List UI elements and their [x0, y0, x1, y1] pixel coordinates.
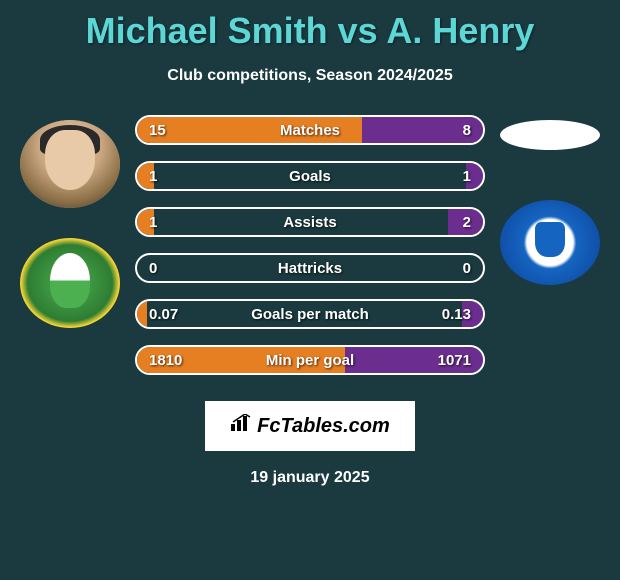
player-right-club-badge — [500, 200, 600, 285]
stats-column: 15 8 Matches 1 1 Goals 1 2 Assists 0 0 Hattricks 0.0… — [130, 115, 490, 391]
stat-value-left: 15 — [149, 122, 166, 139]
stat-label: Goals — [289, 168, 331, 185]
chart-icon — [230, 414, 252, 438]
stat-bar: 1 1 Goals — [135, 161, 485, 191]
stat-value-right: 1071 — [438, 352, 471, 369]
player-right-photo — [500, 120, 600, 150]
stat-bar: 0.07 0.13 Goals per match — [135, 299, 485, 329]
stat-value-right: 8 — [463, 122, 471, 139]
stat-value-left: 0.07 — [149, 306, 178, 323]
player-left-photo — [20, 120, 120, 208]
stat-value-right: 2 — [463, 214, 471, 231]
comparison-date: 19 january 2025 — [0, 469, 620, 487]
stat-value-left: 0 — [149, 260, 157, 277]
comparison-title: Michael Smith vs A. Henry — [0, 0, 620, 52]
stat-value-left: 1 — [149, 168, 157, 185]
stat-label: Goals per match — [251, 306, 369, 323]
stat-label: Hattricks — [278, 260, 342, 277]
stat-bar: 1 2 Assists — [135, 207, 485, 237]
stat-value-left: 1 — [149, 214, 157, 231]
stat-bar: 0 0 Hattricks — [135, 253, 485, 283]
site-logo: FcTables.com — [205, 401, 415, 451]
stat-label: Min per goal — [266, 352, 354, 369]
stat-bar: 1810 1071 Min per goal — [135, 345, 485, 375]
player-left-club-badge — [20, 238, 120, 328]
comparison-subtitle: Club competitions, Season 2024/2025 — [0, 67, 620, 85]
stat-value-right: 1 — [463, 168, 471, 185]
stat-value-right: 0 — [463, 260, 471, 277]
main-comparison-area: 15 8 Matches 1 1 Goals 1 2 Assists 0 0 Hattricks 0.0… — [0, 115, 620, 391]
stat-value-left: 1810 — [149, 352, 182, 369]
site-logo-text: FcTables.com — [257, 415, 390, 438]
stat-fill-left — [137, 301, 147, 327]
left-player-column — [10, 115, 130, 391]
stat-label: Assists — [283, 214, 336, 231]
stat-value-right: 0.13 — [442, 306, 471, 323]
right-player-column — [490, 115, 610, 391]
stat-label: Matches — [280, 122, 340, 139]
stat-bar: 15 8 Matches — [135, 115, 485, 145]
